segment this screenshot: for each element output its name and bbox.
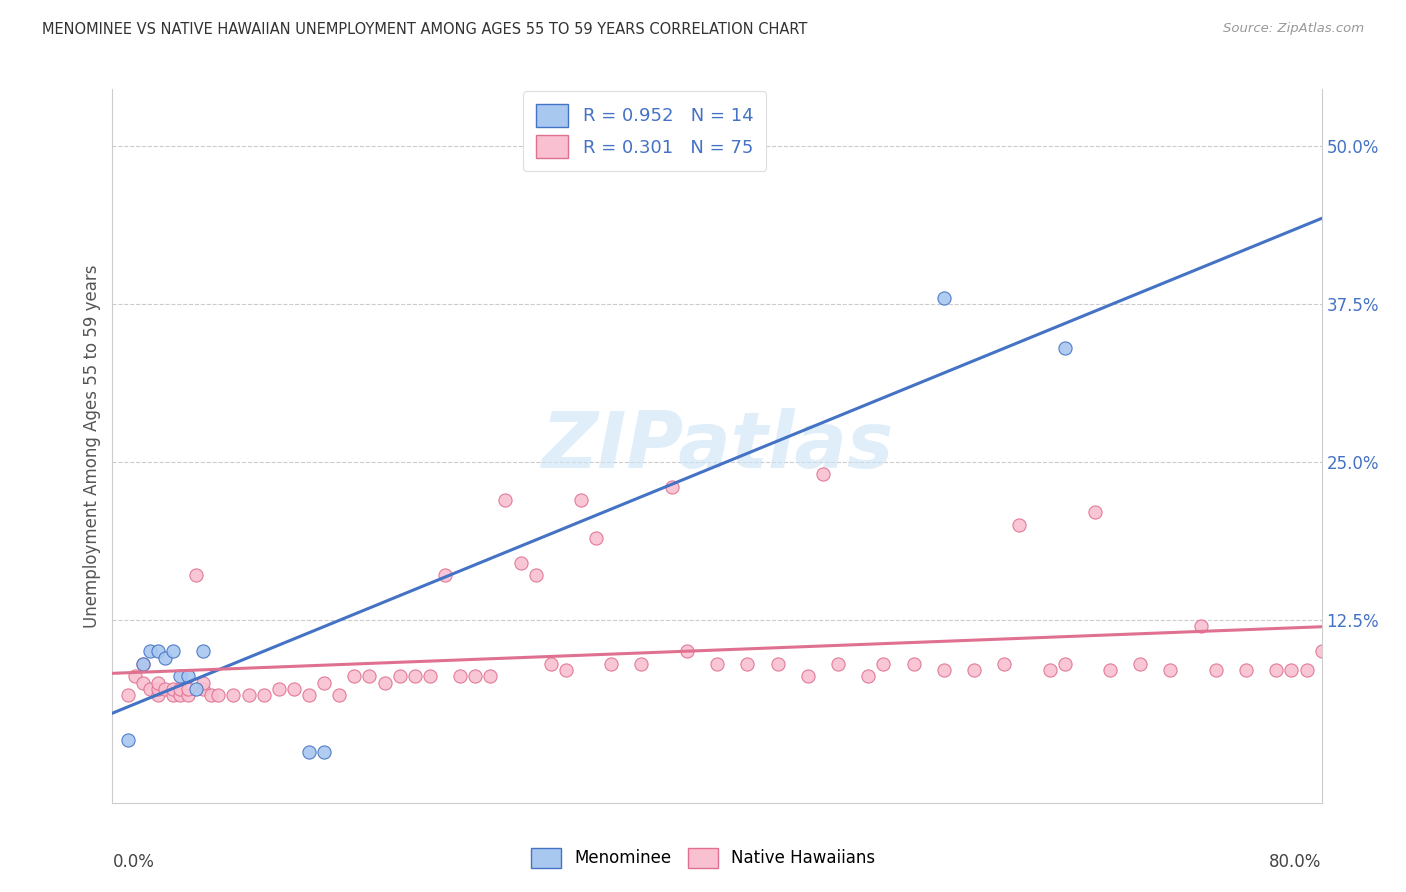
Point: [283, 682, 305, 697]
Point: [124, 669, 146, 683]
Text: 80.0%: 80.0%: [1270, 853, 1322, 871]
Point: [162, 689, 184, 703]
Point: [359, 669, 381, 683]
Point: [1205, 663, 1227, 677]
Point: [1098, 663, 1121, 677]
Point: [162, 682, 184, 697]
Legend: R = 0.952   N = 14, R = 0.301   N = 75: R = 0.952 N = 14, R = 0.301 N = 75: [523, 91, 766, 171]
Point: [132, 657, 155, 671]
Point: [1038, 663, 1062, 677]
Point: [155, 650, 177, 665]
Point: [1053, 657, 1076, 671]
Point: [1053, 341, 1076, 355]
Text: 0.0%: 0.0%: [112, 853, 155, 871]
Point: [177, 689, 200, 703]
Point: [827, 657, 849, 671]
Point: [1159, 663, 1181, 677]
Point: [540, 657, 562, 671]
Point: [146, 682, 169, 697]
Point: [207, 689, 229, 703]
Point: [569, 492, 592, 507]
Point: [177, 682, 200, 697]
Point: [343, 669, 366, 683]
Point: [238, 689, 260, 703]
Point: [796, 669, 818, 683]
Point: [963, 663, 986, 677]
Point: [298, 745, 321, 759]
Point: [117, 732, 139, 747]
Point: [993, 657, 1015, 671]
Point: [162, 644, 184, 658]
Point: [479, 669, 502, 683]
Point: [314, 745, 336, 759]
Point: [328, 689, 350, 703]
Point: [139, 644, 162, 658]
Point: [132, 657, 155, 671]
Point: [155, 682, 177, 697]
Point: [903, 657, 925, 671]
Point: [314, 675, 336, 690]
Point: [419, 669, 441, 683]
Point: [184, 682, 207, 697]
Text: Source: ZipAtlas.com: Source: ZipAtlas.com: [1223, 22, 1364, 36]
Point: [184, 568, 207, 582]
Point: [509, 556, 531, 570]
Point: [404, 669, 426, 683]
Text: ZIPatlas: ZIPatlas: [541, 408, 893, 484]
Point: [1295, 663, 1317, 677]
Point: [267, 682, 290, 697]
Point: [932, 663, 955, 677]
Point: [872, 657, 894, 671]
Point: [675, 644, 697, 658]
Point: [169, 689, 191, 703]
Point: [146, 644, 169, 658]
Point: [117, 689, 139, 703]
Point: [132, 675, 155, 690]
Point: [464, 669, 486, 683]
Point: [1008, 517, 1031, 532]
Text: MENOMINEE VS NATIVE HAWAIIAN UNEMPLOYMENT AMONG AGES 55 TO 59 YEARS CORRELATION : MENOMINEE VS NATIVE HAWAIIAN UNEMPLOYMEN…: [42, 22, 807, 37]
Point: [766, 657, 789, 671]
Point: [191, 682, 214, 697]
Point: [661, 480, 683, 494]
Point: [1310, 644, 1333, 658]
Point: [253, 689, 276, 703]
Point: [1234, 663, 1257, 677]
Point: [191, 644, 214, 658]
Point: [932, 291, 955, 305]
Point: [600, 657, 623, 671]
Point: [169, 682, 191, 697]
Point: [630, 657, 652, 671]
Point: [388, 669, 411, 683]
Point: [706, 657, 728, 671]
Point: [495, 492, 517, 507]
Point: [524, 568, 547, 582]
Point: [177, 669, 200, 683]
Legend: Menominee, Native Hawaiians: Menominee, Native Hawaiians: [524, 841, 882, 875]
Point: [554, 663, 576, 677]
Point: [737, 657, 759, 671]
Point: [1189, 619, 1212, 633]
Point: [191, 675, 214, 690]
Point: [433, 568, 456, 582]
Point: [856, 669, 880, 683]
Point: [146, 689, 169, 703]
Point: [585, 531, 607, 545]
Point: [169, 669, 191, 683]
Point: [298, 689, 321, 703]
Point: [1084, 505, 1107, 519]
Point: [200, 689, 222, 703]
Point: [222, 689, 245, 703]
Point: [1129, 657, 1152, 671]
Point: [374, 675, 396, 690]
Point: [139, 682, 162, 697]
Point: [146, 675, 169, 690]
Y-axis label: Unemployment Among Ages 55 to 59 years: Unemployment Among Ages 55 to 59 years: [83, 264, 101, 628]
Point: [811, 467, 834, 482]
Point: [449, 669, 471, 683]
Point: [1265, 663, 1288, 677]
Point: [1279, 663, 1302, 677]
